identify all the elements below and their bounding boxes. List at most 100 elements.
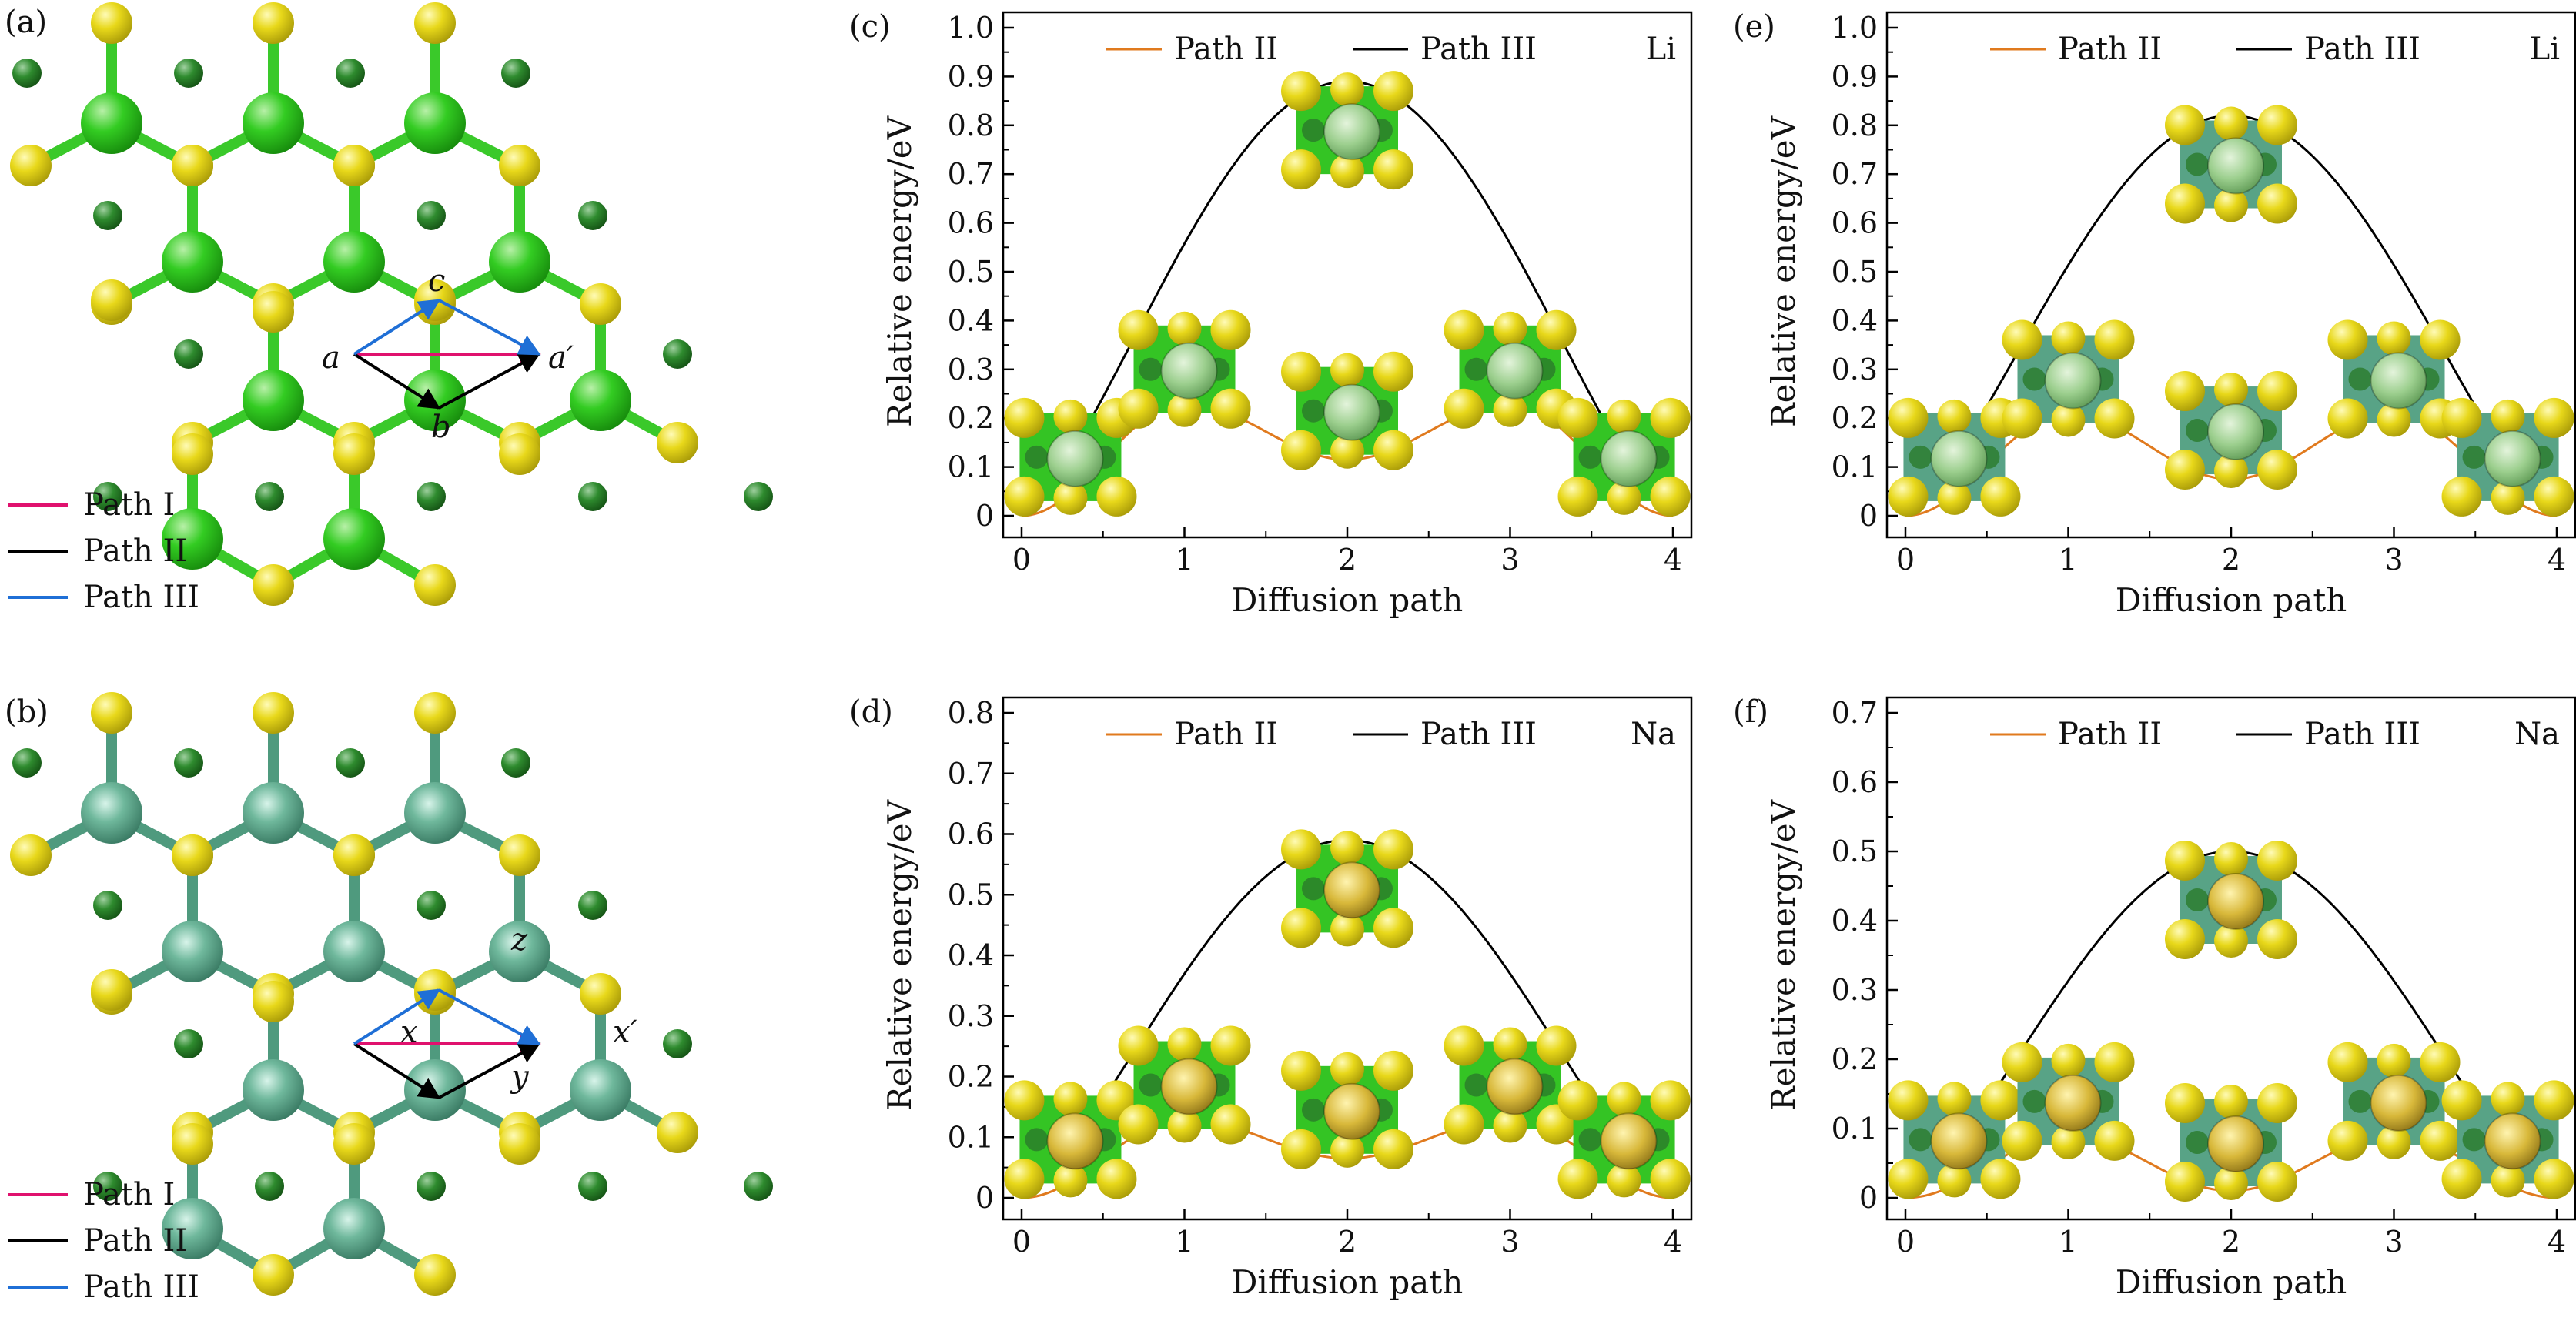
inset-yellow-atom xyxy=(1650,1159,1691,1199)
y-tick-label: 0.4 xyxy=(948,938,994,972)
yellow-atom-front xyxy=(414,969,456,1011)
y-tick-label: 0.7 xyxy=(948,157,994,191)
x-tick-label: 0 xyxy=(1896,1225,1915,1259)
diffusion-arrows-a: a a′ b c xyxy=(322,263,574,445)
path-2-arrow-1 xyxy=(353,1042,441,1099)
inset-yellow-atom xyxy=(2257,450,2297,490)
inset-ion xyxy=(1600,1112,1658,1170)
y-tick-label: 0.8 xyxy=(948,109,994,142)
inset-yellow-atom xyxy=(2051,1043,2086,1078)
inset-yellow-atom xyxy=(2491,1082,2525,1116)
small-atom xyxy=(417,1172,446,1201)
inset-yellow-atom xyxy=(1281,71,1321,112)
inset-yellow-atom xyxy=(2002,398,2042,439)
x-tick-label: 0 xyxy=(1012,543,1031,577)
structure-insets xyxy=(1004,71,1691,517)
inset-small-atom xyxy=(2186,1131,2209,1154)
inset-yellow-atom xyxy=(1167,311,1202,346)
metal-atom xyxy=(489,231,550,293)
y-tick-label: 0.2 xyxy=(948,1060,994,1094)
small-atom xyxy=(12,748,42,778)
y-tick-label: 0.6 xyxy=(948,206,994,240)
x-tick-label: 1 xyxy=(2059,1225,2077,1259)
small-atom xyxy=(93,201,122,230)
inset-yellow-atom xyxy=(1330,1052,1364,1086)
inset-yellow-atom xyxy=(2377,1125,2411,1159)
small-atom xyxy=(174,1029,203,1058)
panel-label: (f) xyxy=(1733,694,1768,730)
chart-legend: Path II Path III Na xyxy=(1990,717,2560,752)
inset-yellow-atom xyxy=(1330,154,1364,189)
inset-yellow-atom xyxy=(2257,919,2297,959)
inset-yellow-atom xyxy=(1937,1163,1972,1198)
yellow-atom xyxy=(414,564,456,606)
inset-yellow-atom xyxy=(1053,399,1088,433)
inset-small-atom xyxy=(2186,419,2209,443)
yellow-atom xyxy=(253,692,294,734)
inset-ion xyxy=(1486,342,1544,400)
y-tick-label: 0.6 xyxy=(948,818,994,851)
structure-panel-b: (b) x x′ y z Path I Path II Path III xyxy=(5,692,773,1305)
inset-ion xyxy=(1323,383,1380,441)
structure-inset xyxy=(1281,1050,1413,1169)
metal-atom xyxy=(404,782,466,844)
legend-ion-label: Li xyxy=(1646,32,1676,67)
metal-atom xyxy=(162,508,223,570)
energy-chart-d: 0 1 2 3 4 0 0.1 0.2 0.3 0.4 0.5 0.6 0.7 0.8 Diffusion … xyxy=(849,694,1693,1301)
inset-yellow-atom xyxy=(2327,1042,2368,1082)
structure-inset xyxy=(2165,1083,2297,1202)
energy-chart-f: 0 1 2 3 4 0 0.1 0.2 0.3 0.4 0.5 0.6 0.7 Diffusion pat… xyxy=(1733,694,2576,1301)
inset-yellow-atom xyxy=(1607,1082,1641,1116)
x-tick-label: 4 xyxy=(1664,543,1682,577)
structure-panel-a: (a) a a′ b c Path I Path II Path III xyxy=(5,2,773,615)
x-tick-label: 3 xyxy=(2384,543,2403,577)
x-tick-label: 0 xyxy=(1896,543,1915,577)
inset-yellow-atom xyxy=(2165,183,2205,224)
inset-yellow-atom xyxy=(2051,321,2086,356)
inset-yellow-atom xyxy=(1096,1159,1137,1199)
inset-yellow-atom xyxy=(2420,1120,2461,1161)
legend-label-path-iii: Path III xyxy=(2304,32,2420,67)
y-axis-title: Relative energy/eV xyxy=(881,115,918,427)
inset-ion xyxy=(1486,1058,1544,1115)
inset-yellow-atom xyxy=(1373,829,1413,870)
y-tick-label: 0.3 xyxy=(1832,353,1878,386)
y-axis-title: Relative energy/eV xyxy=(1765,799,1802,1111)
inset-yellow-atom xyxy=(1053,1163,1088,1198)
inset-yellow-atom xyxy=(2165,1083,2205,1123)
inset-ion xyxy=(1930,430,1988,487)
inset-yellow-atom xyxy=(1118,1025,1159,1066)
y-tick-label: 0.7 xyxy=(1832,696,1878,730)
inset-small-atom xyxy=(1302,877,1325,901)
structure-inset xyxy=(1888,1080,2021,1199)
x-tick-label: 2 xyxy=(2222,1225,2240,1259)
site-label: a xyxy=(322,340,340,376)
small-atom xyxy=(336,59,365,88)
inset-yellow-atom xyxy=(1167,393,1202,427)
metal-atom xyxy=(404,92,466,154)
inset-yellow-atom xyxy=(2165,919,2205,959)
metal-atom xyxy=(323,508,385,570)
inset-small-atom xyxy=(1302,399,1325,423)
y-tick-label: 0.1 xyxy=(948,450,994,484)
inset-yellow-atom xyxy=(1650,397,1691,438)
structure-inset xyxy=(2002,319,2135,439)
inset-yellow-atom xyxy=(2257,105,2297,145)
inset-yellow-atom xyxy=(2491,399,2525,433)
y-tick-label: 0.5 xyxy=(1832,834,1878,868)
inset-small-atom xyxy=(2462,445,2486,469)
structure-inset xyxy=(1281,71,1413,190)
inset-yellow-atom xyxy=(1493,311,1527,346)
inset-yellow-atom xyxy=(2051,403,2086,437)
site-label: c xyxy=(428,263,445,299)
inset-yellow-atom xyxy=(1167,1027,1202,1062)
path-3-arrow-2 xyxy=(438,299,541,356)
small-atom xyxy=(417,891,446,920)
yellow-atom-front xyxy=(333,834,375,876)
inset-yellow-atom xyxy=(2327,398,2368,439)
inset-ion xyxy=(2484,1112,2541,1170)
small-atom xyxy=(12,59,42,88)
inset-ion xyxy=(2207,403,2264,461)
inset-yellow-atom xyxy=(1536,1025,1577,1066)
y-tick-label: 0.3 xyxy=(948,353,994,386)
